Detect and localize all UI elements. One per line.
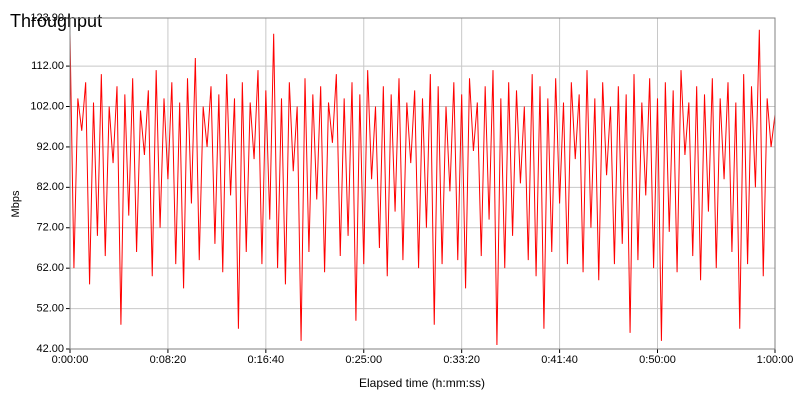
x-axis-label: Elapsed time (h:mm:ss)	[359, 376, 485, 390]
plot-border	[69, 17, 776, 350]
y-tick-label: 52.00	[36, 302, 64, 314]
chart-title: Throughput	[10, 11, 102, 31]
throughput-line	[69, 29, 776, 345]
y-axis-label: Mbps	[10, 190, 22, 217]
x-tick-label: 0:50:00	[639, 354, 676, 366]
x-tick-label: 0:00:00	[52, 354, 89, 366]
y-tick-label: 82.00	[36, 181, 64, 193]
x-tick-label: 0:08:20	[150, 354, 187, 366]
y-tick-label: 72.00	[36, 222, 64, 234]
y-tick-label: 112.00	[31, 60, 64, 72]
y-tick-label: 92.00	[36, 141, 64, 153]
y-tick-label: 62.00	[36, 262, 64, 274]
y-tick-label: 42.00	[36, 343, 64, 355]
y-tick-label: 102.00	[30, 100, 64, 112]
x-tick-label: 1:00:00	[757, 354, 794, 366]
x-tick-label: 0:33:20	[443, 354, 480, 366]
y-tick-label: 123.90	[30, 12, 64, 24]
x-tick-label: 0:41:40	[541, 354, 578, 366]
x-tick-label: 0:16:40	[247, 354, 284, 366]
x-tick-label: 0:25:00	[345, 354, 382, 366]
